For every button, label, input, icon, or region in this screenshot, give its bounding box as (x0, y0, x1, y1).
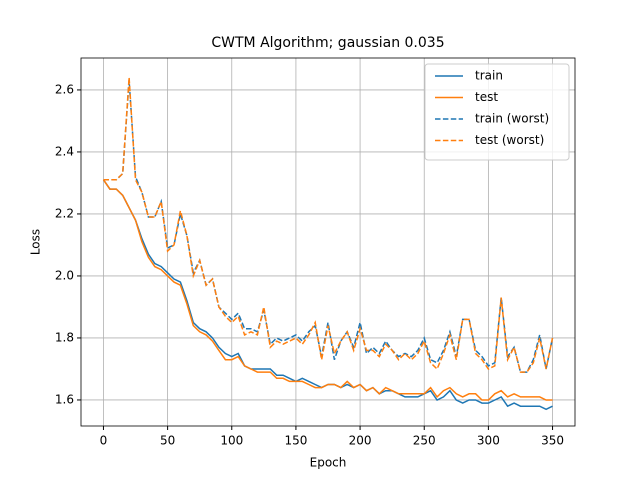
y-tick-label: 1.8 (55, 330, 74, 344)
x-tick-label: 150 (284, 434, 307, 448)
legend-label: test (475, 90, 498, 104)
x-tick-label: 350 (541, 434, 564, 448)
series-line (103, 77, 554, 373)
legend-label: train (475, 69, 503, 83)
y-tick-label: 1.6 (55, 392, 74, 406)
x-tick-label: 200 (349, 434, 372, 448)
x-tick-label: 250 (413, 434, 436, 448)
y-axis-label: Loss (29, 229, 43, 255)
legend-label: test (worst) (475, 133, 544, 147)
series-line (103, 80, 554, 373)
x-tick-label: 100 (220, 434, 243, 448)
axes-frame (80, 57, 576, 427)
chart-title: CWTM Algorithm; gaussian 0.035 (211, 35, 444, 51)
series-line (102, 179, 553, 401)
x-tick-label: 50 (160, 434, 175, 448)
y-tick-label: 2.4 (55, 144, 74, 158)
x-axis-label: Epoch (310, 456, 347, 470)
y-tick-label: 2.6 (55, 82, 74, 96)
x-tick-label: 0 (100, 434, 108, 448)
y-tick-label: 2.2 (55, 206, 74, 220)
x-tick-label: 300 (477, 434, 500, 448)
legend-label: train (worst) (475, 112, 549, 126)
legend-box (424, 63, 570, 161)
y-tick-label: 2.0 (55, 268, 74, 282)
